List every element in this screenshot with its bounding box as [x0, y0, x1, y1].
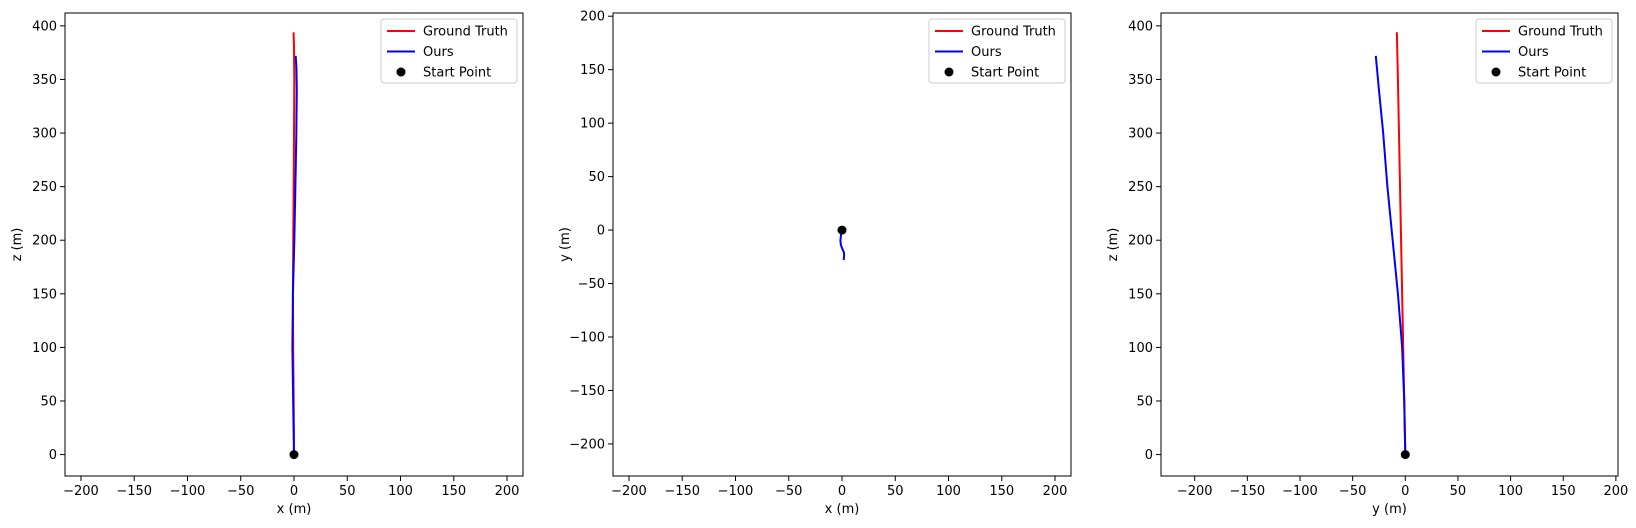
- x-axis-label: x (m): [825, 502, 860, 517]
- plot-area: [289, 32, 299, 460]
- y-tick-label: −50: [578, 277, 605, 292]
- y-tick-label: 150: [580, 63, 605, 78]
- start-point-marker: [837, 225, 847, 235]
- legend-label: Ground Truth: [1518, 25, 1603, 40]
- y-tick-label: 400: [32, 19, 57, 34]
- x-tick-label: −150: [116, 484, 152, 499]
- x-tick-label: 50: [339, 484, 356, 499]
- y-tick-label: 100: [1128, 341, 1153, 356]
- legend-box: [1475, 18, 1613, 84]
- y-tick-label: 100: [580, 117, 605, 132]
- y-axis-label: y (m): [558, 227, 573, 262]
- x-tick-label: 100: [936, 484, 961, 499]
- y-tick-label: 0: [1145, 448, 1153, 463]
- x-tick-label: −150: [1229, 484, 1265, 499]
- legend: Ground Truth Ours Start Point: [380, 18, 518, 84]
- x-tick-label: −150: [664, 484, 700, 499]
- legend-label: Ours: [1518, 45, 1549, 60]
- y-tick-label: −150: [569, 384, 605, 399]
- y-tick-label: 350: [32, 73, 57, 88]
- y-tick-label: 300: [1128, 127, 1153, 142]
- x-tick-label: 200: [495, 484, 520, 499]
- y-axis-label: z (m): [10, 228, 25, 262]
- legend: Ground Truth Ours Start Point: [1475, 18, 1613, 84]
- y-tick-label: 50: [588, 170, 605, 185]
- x-tick-label: 100: [1498, 484, 1523, 499]
- x-axis-label: y (m): [1372, 502, 1407, 517]
- x-tick-label: 150: [1551, 484, 1576, 499]
- plot-area: [1374, 32, 1410, 460]
- y-tick-label: 250: [1128, 180, 1153, 195]
- x-tick-label: −50: [1339, 484, 1366, 499]
- plot-frame: [1160, 12, 1619, 477]
- legend-label: Start Point: [423, 66, 491, 81]
- y-axis-label: z (m): [1106, 228, 1121, 262]
- y-tick-label: 250: [32, 180, 57, 195]
- y-tick-label: 200: [1128, 234, 1153, 249]
- x-tick-label: 0: [838, 484, 846, 499]
- y-tick-label: 150: [32, 287, 57, 302]
- x-tick-label: 200: [1043, 484, 1068, 499]
- x-tick-label: 0: [1401, 484, 1409, 499]
- chart-panel-2: −200 −150 −100 −50 0 50 100 150 200 −200 −150 −100 −…: [558, 10, 1072, 517]
- legend-box: [928, 18, 1066, 84]
- x-tick-label: −100: [170, 484, 206, 499]
- x-tick-label: −100: [718, 484, 754, 499]
- legend: Ground Truth Ours Start Point: [928, 18, 1066, 84]
- y-tick-label: 300: [32, 127, 57, 142]
- y-tick-label: 100: [32, 341, 57, 356]
- x-tick-label: 200: [1603, 484, 1628, 499]
- x-tick-label: 0: [290, 484, 298, 499]
- legend-box: [380, 18, 518, 84]
- start-point-marker: [1400, 450, 1410, 460]
- series-line-ours: [291, 55, 298, 455]
- x-tick-label: 150: [989, 484, 1014, 499]
- x-tick-label: 50: [887, 484, 904, 499]
- y-tick-label: −200: [569, 437, 605, 452]
- x-tick-label: 100: [388, 484, 413, 499]
- chart-panel-3: −200 −150 −100 −50 0 50 100 150 200 0 50 100 150 200 2…: [1106, 12, 1628, 517]
- start-point-marker: [289, 450, 299, 460]
- x-tick-label: 150: [441, 484, 466, 499]
- legend-marker: [396, 67, 406, 77]
- y-tick-label: 0: [49, 448, 57, 463]
- x-tick-label: −200: [63, 484, 99, 499]
- x-tick-label: −50: [227, 484, 254, 499]
- legend-label: Ground Truth: [423, 25, 508, 40]
- series-line-ours: [839, 229, 846, 261]
- y-tick-label: 150: [1128, 287, 1153, 302]
- series-line-ours: [1374, 55, 1407, 455]
- y-tick-label: 350: [1128, 73, 1153, 88]
- chart-panel-1: −200 −150 −100 −50 0 50 100 150 200 0 50 100 150 200 2…: [10, 12, 524, 517]
- legend-marker: [944, 67, 954, 77]
- legend-label: Ours: [423, 45, 454, 60]
- legend-marker: [1491, 67, 1501, 77]
- legend-label: Start Point: [971, 66, 1039, 81]
- y-tick-label: 400: [1128, 19, 1153, 34]
- legend-label: Ours: [971, 45, 1002, 60]
- y-tick-label: 200: [580, 10, 605, 25]
- y-tick-label: 50: [40, 394, 57, 409]
- x-tick-label: −50: [775, 484, 802, 499]
- legend-label: Ground Truth: [971, 25, 1056, 40]
- y-tick-label: 200: [32, 234, 57, 249]
- legend-label: Start Point: [1518, 66, 1586, 81]
- plot-area: [837, 225, 847, 261]
- x-tick-label: −100: [1282, 484, 1318, 499]
- x-tick-label: −200: [1177, 484, 1213, 499]
- y-tick-label: 0: [597, 224, 605, 239]
- y-tick-label: 50: [1136, 394, 1153, 409]
- x-axis-label: x (m): [277, 502, 312, 517]
- x-tick-label: −200: [611, 484, 647, 499]
- y-tick-label: −100: [569, 330, 605, 345]
- x-tick-label: 50: [1450, 484, 1467, 499]
